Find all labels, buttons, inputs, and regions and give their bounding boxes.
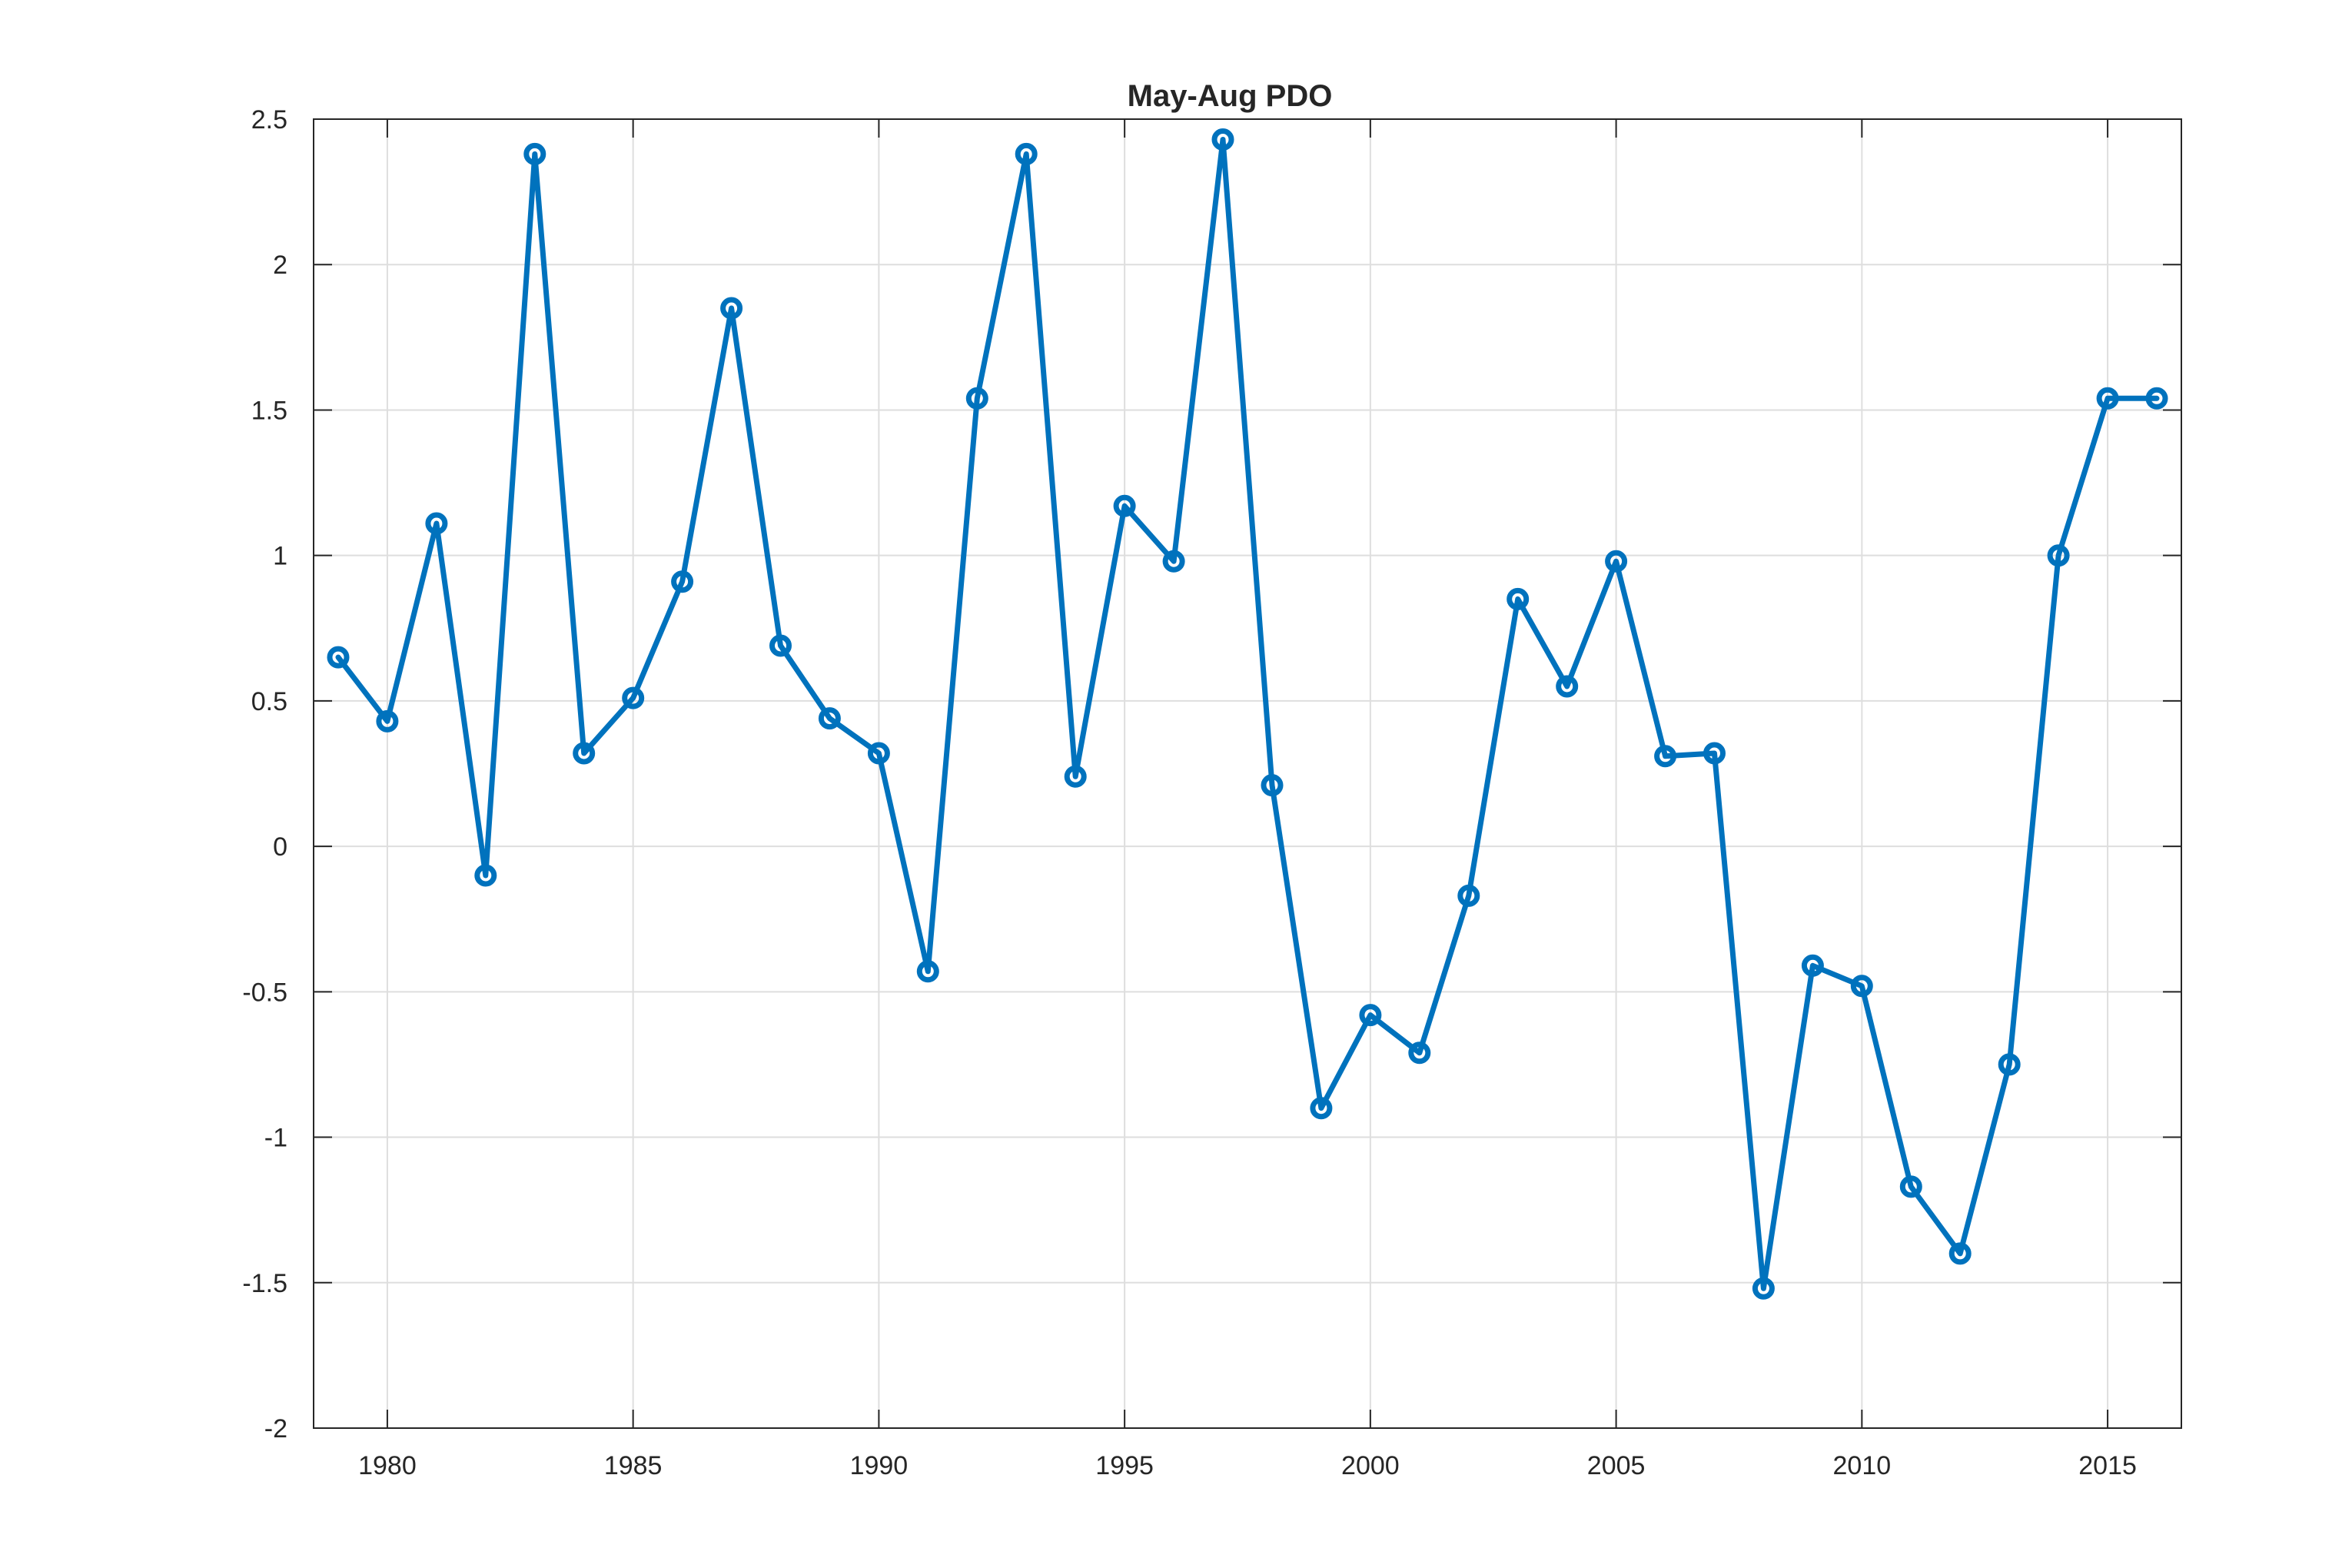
data-point-marker: [1654, 745, 1677, 768]
y-tick-label: -1.5: [242, 1269, 287, 1298]
data-point-marker: [1507, 587, 1530, 610]
x-tick-label: 1980: [358, 1451, 417, 1480]
data-point-marker: [1211, 128, 1234, 151]
data-point-marker: [1162, 550, 1185, 573]
data-point-marker: [523, 142, 546, 165]
y-tick-label: -0.5: [242, 978, 287, 1007]
data-point-marker: [1408, 1041, 1431, 1065]
y-tick-label: 2: [273, 251, 287, 280]
axes-box: [313, 118, 2182, 1429]
data-point-marker: [1850, 975, 1873, 998]
series-layer: [327, 128, 2168, 1300]
data-point-marker: [1015, 142, 1038, 165]
y-tick-label: -2: [264, 1414, 287, 1443]
y-tick-label: 0.5: [251, 687, 287, 716]
data-point-marker: [425, 512, 448, 535]
data-point-marker: [720, 297, 743, 320]
x-tick-label: 1990: [850, 1451, 909, 1480]
data-point-marker: [1899, 1175, 1922, 1198]
data-point-marker: [1556, 675, 1579, 698]
data-point-marker: [1703, 742, 1726, 765]
data-point-marker: [769, 634, 792, 657]
data-point-marker: [327, 646, 350, 669]
data-point-marker: [1359, 1004, 1382, 1027]
y-tick-label: 1.5: [251, 396, 287, 425]
data-point-marker: [1064, 765, 1087, 788]
x-tick-label: 2010: [1833, 1451, 1892, 1480]
data-point-marker: [376, 709, 399, 733]
data-point-marker: [1752, 1277, 1775, 1300]
data-point-marker: [1605, 550, 1628, 573]
x-tick-label: 2015: [2078, 1451, 2137, 1480]
x-tick-label: 2005: [1587, 1451, 1646, 1480]
x-tick-label: 1985: [604, 1451, 663, 1480]
x-tick-label: 2000: [1341, 1451, 1400, 1480]
data-point-marker: [818, 707, 841, 730]
y-tick-label: -1: [264, 1124, 287, 1153]
plot-area: [314, 119, 2181, 1428]
data-point-marker: [2096, 387, 2119, 410]
data-point-marker: [1998, 1053, 2021, 1076]
data-point-marker: [1261, 774, 1284, 797]
data-point-marker: [474, 864, 497, 887]
data-point-marker: [1310, 1097, 1333, 1120]
data-point-marker: [1457, 884, 1480, 907]
chart-title: May-Aug PDO: [1128, 79, 1333, 113]
data-point-marker: [916, 960, 939, 983]
data-point-marker: [573, 742, 596, 765]
data-point-marker: [2145, 387, 2168, 410]
data-point-marker: [1948, 1242, 1972, 1265]
data-point-marker: [867, 742, 890, 765]
y-tick-labels: -2 -1.5 -1 -0.5 0 0.5 1 1.5 2 2.5: [242, 105, 287, 1443]
data-point-marker: [2047, 544, 2070, 567]
x-tick-labels: 1980 1985 1990 1995 2000 2005 2010 2015: [358, 1451, 2137, 1480]
y-tick-label: 2.5: [251, 105, 287, 135]
axes: 1980 1985 1990 1995 2000 2005 2010 2015 -2-1.5-…: [242, 105, 2182, 1480]
y-tick-label: 1: [273, 542, 287, 571]
data-point-marker: [1801, 954, 1824, 977]
x-tick-label: 1995: [1095, 1451, 1154, 1480]
data-point-marker: [622, 686, 645, 709]
data-point-marker: [965, 387, 988, 410]
data-point-marker: [1113, 494, 1136, 517]
y-tick-label: 0: [273, 832, 287, 862]
data-point-marker: [671, 570, 694, 593]
